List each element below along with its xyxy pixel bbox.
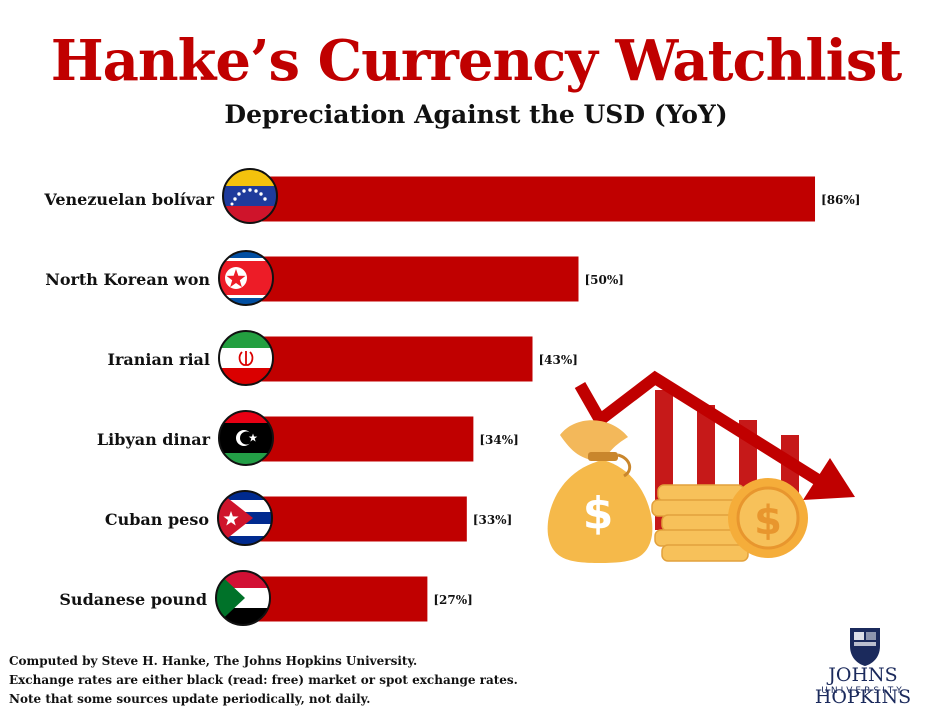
down-arrow-icon bbox=[574, 370, 855, 500]
flags-layer bbox=[215, 168, 278, 626]
category-label: Sudanese pound bbox=[59, 590, 207, 609]
chart-title: Hanke’s Currency Watchlist bbox=[50, 28, 903, 94]
footnote-line: Note that some sources update periodical… bbox=[9, 692, 371, 706]
category-label: Libyan dinar bbox=[97, 430, 211, 449]
decorative-illustration: $ $ bbox=[547, 370, 855, 563]
university-name: JOHNS HOPKINS bbox=[814, 664, 912, 708]
chart-subtitle: Depreciation Against the USD (YoY) bbox=[224, 100, 728, 129]
category-label: Venezuelan bolívar bbox=[43, 190, 214, 209]
data-label: [33%] bbox=[473, 513, 512, 527]
data-label: [43%] bbox=[539, 353, 578, 367]
footnote-line: Exchange rates are either black (read: f… bbox=[9, 673, 518, 687]
svg-text:$: $ bbox=[583, 488, 614, 539]
dollar-coin-icon: $ bbox=[728, 478, 808, 558]
data-label: [34%] bbox=[479, 433, 518, 447]
svg-text:$: $ bbox=[754, 498, 782, 544]
money-bag-icon: $ bbox=[547, 420, 653, 563]
bar bbox=[250, 416, 474, 462]
bar bbox=[250, 176, 816, 222]
university-subtitle: UNIVERSITY bbox=[821, 686, 905, 696]
iran-flag-icon bbox=[218, 330, 274, 386]
category-label: Cuban peso bbox=[105, 510, 210, 529]
footnote: Computed by Steve H. Hanke, The Johns Ho… bbox=[9, 652, 609, 709]
footnote-line: Computed by Steve H. Hanke, The Johns Ho… bbox=[9, 654, 418, 668]
category-label: Iranian rial bbox=[107, 350, 210, 369]
data-label: [86%] bbox=[821, 193, 860, 207]
north-korea-flag-icon bbox=[218, 250, 274, 306]
venezuela-flag-icon bbox=[222, 168, 278, 224]
sudan-flag-icon bbox=[215, 570, 271, 626]
bar bbox=[250, 576, 428, 622]
bar bbox=[250, 256, 579, 302]
bar bbox=[250, 496, 467, 542]
bars-layer bbox=[250, 176, 816, 622]
bar bbox=[250, 336, 533, 382]
libya-flag-icon bbox=[218, 410, 274, 466]
labels-layer: Venezuelan bolívar [86%] North Korean won [… bbox=[43, 190, 860, 609]
data-label: [50%] bbox=[585, 273, 624, 287]
data-label: [27%] bbox=[433, 593, 472, 607]
university-shield-icon bbox=[850, 628, 880, 666]
category-label: North Korean won bbox=[45, 270, 210, 289]
cuba-flag-icon bbox=[217, 490, 273, 546]
